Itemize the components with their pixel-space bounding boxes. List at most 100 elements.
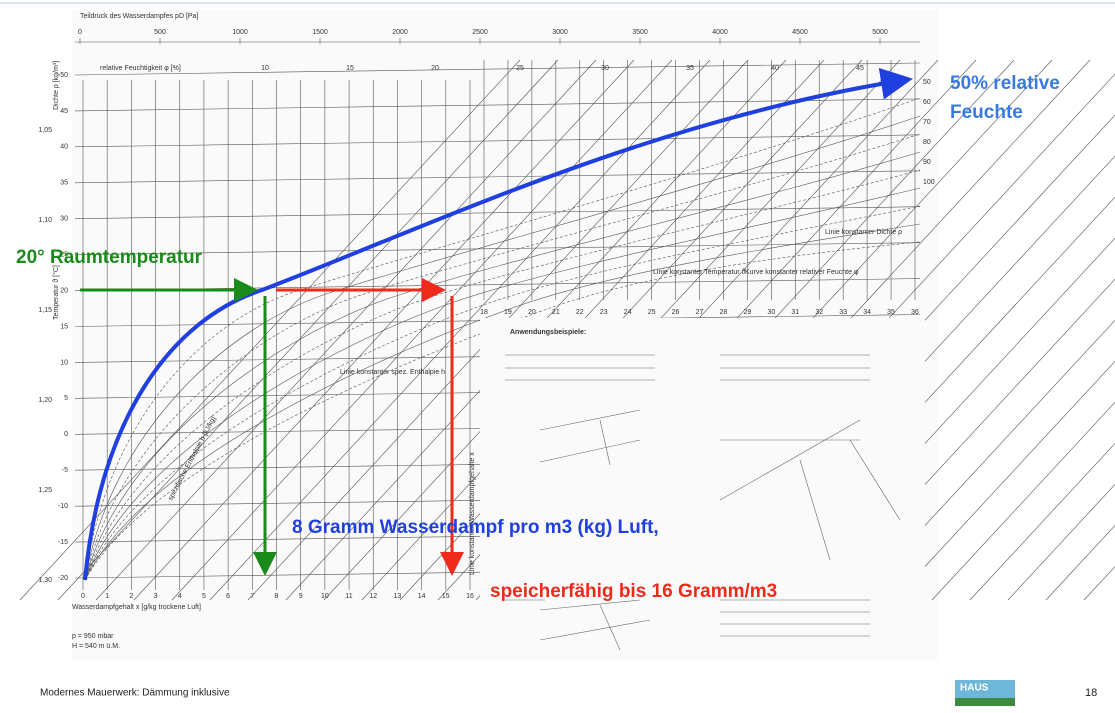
legend-text: Linie konstanter Dichte ρ: [825, 229, 902, 236]
x-tick-label: 5: [202, 593, 206, 600]
density-title: Dichte ρ [kg/m³]: [53, 61, 60, 110]
density-tick-label: 1,15: [38, 307, 52, 314]
top-tick-label: 3500: [632, 29, 648, 36]
rh-tick-label: 40: [771, 65, 779, 72]
rh-tick-label: 25: [516, 65, 524, 72]
top-tick-label: 4000: [712, 29, 728, 36]
condition: H = 540 m ü.M.: [72, 643, 120, 650]
y-tick-label: 25: [60, 251, 68, 258]
x2-tick-label: 29: [743, 309, 751, 316]
x-tick-label: 4: [178, 593, 182, 600]
blank-panel: [480, 318, 925, 658]
temperature-line: [74, 170, 921, 184]
top-tick-label: 500: [154, 29, 166, 36]
x2-tick-label: 26: [672, 309, 680, 316]
temperature-line: [74, 134, 921, 148]
rh-tick-label: 30: [601, 65, 609, 72]
logo-text: HAUS: [960, 683, 989, 694]
right-tick-label: 100: [923, 179, 935, 186]
top-tick-label: 3000: [552, 29, 568, 36]
y-tick-label: -10: [58, 503, 68, 510]
enthalpy-line: [969, 442, 1115, 601]
humidity-label: 50% relative: [950, 73, 1060, 94]
x-tick-label: 8: [275, 593, 279, 600]
temperature-line: [74, 62, 921, 76]
top-tick-label: 1500: [312, 29, 328, 36]
humidity-line: [84, 133, 921, 581]
rh-tick-label: 15: [346, 65, 354, 72]
x-tick-label: 16: [466, 593, 474, 600]
x2-tick-label: 27: [696, 309, 704, 316]
water-content: 8 Gramm Wasserdampf pro m3 (kg) Luft,: [292, 517, 659, 538]
enthalpy-line: [1083, 566, 1115, 601]
x2-tick-label: 22: [576, 309, 584, 316]
x-tick-label: 1: [105, 593, 109, 600]
enthalpy-line: [893, 360, 1115, 601]
right-tick-label: 60: [923, 99, 931, 106]
top-tick-label: 2000: [392, 29, 408, 36]
x2-tick-label: 21: [552, 309, 560, 316]
top-tick-label: 0: [78, 29, 82, 36]
enthalpy-line: [19, 59, 521, 601]
x2-tick-label: 23: [600, 309, 608, 316]
y-tick-label: -20: [58, 575, 68, 582]
capacity: speicherfähig bis 16 Gramm/m3: [490, 581, 777, 602]
x-tick-label: 11: [345, 593, 352, 600]
y-tick-label: 15: [60, 323, 68, 330]
y-tick-label: 20: [60, 287, 68, 294]
x2-tick-label: 31: [791, 309, 799, 316]
y-tick-label: 35: [60, 180, 68, 187]
rh-tick-label: 45: [856, 65, 864, 72]
x2-tick-label: 20: [528, 309, 536, 316]
y-tick-label: -15: [58, 539, 68, 546]
x2-tick-label: 30: [767, 309, 775, 316]
x2-tick-label: 34: [863, 309, 871, 316]
example-sketches: [505, 354, 901, 651]
rh-tick-label: 10: [261, 65, 269, 72]
density-tick-label: 1,30: [38, 577, 52, 584]
x2-tick-label: 24: [624, 309, 632, 316]
x2-tick-label: 36: [911, 309, 919, 316]
logo-strip: [955, 698, 1015, 706]
x-tick-label: 12: [369, 593, 377, 600]
x-tick-label: 2: [129, 593, 133, 600]
x2-tick-label: 19: [504, 309, 512, 316]
top-tick-label: 2500: [472, 29, 488, 36]
right-tick-label: 70: [923, 119, 931, 126]
enthalpy-line: [931, 401, 1115, 601]
top-tick-label: 1000: [232, 29, 248, 36]
x-axis-title: Wasserdampfgehalt x [g/kg trockene Luft]: [72, 604, 201, 611]
y-tick-label: 40: [60, 144, 68, 151]
rh-tick-label: 20: [431, 65, 439, 72]
y-tick-label: 10: [60, 359, 68, 366]
x2-tick-label: 18: [480, 309, 488, 316]
diagram-grid: [19, 38, 1115, 658]
enthalpy-line: [171, 59, 673, 601]
x2-tick-label: 35: [887, 309, 895, 316]
top-tick-label: 5000: [872, 29, 888, 36]
x-tick-label: 9: [299, 593, 303, 600]
x-tick-label: 6: [226, 593, 230, 600]
enthalpy-line: [1045, 525, 1115, 601]
x2-tick-label: 33: [839, 309, 847, 316]
rh-axis-title: relative Feuchtigkeit φ [%]: [100, 65, 181, 72]
density-tick-label: 1,20: [38, 397, 52, 404]
right-tick-label: 80: [923, 139, 931, 146]
temperature-line: [74, 98, 921, 112]
enthalpy-line: [855, 319, 1115, 601]
x2-tick-label: 32: [815, 309, 823, 316]
y-tick-label: 50: [60, 72, 68, 79]
x-tick-label: 7: [250, 593, 254, 600]
legend-text: Kurve konstanter relativer Feuchte φ: [745, 269, 859, 276]
y-tick-label: 30: [60, 216, 68, 223]
page-number: 18: [1085, 687, 1097, 699]
x-tick-label: 0: [81, 593, 85, 600]
enthalpy-line: [1007, 483, 1115, 601]
x-tick-label: 13: [394, 593, 402, 600]
density-tick-label: 1,05: [38, 127, 52, 134]
legend-text: Linie konstanter spez. Enthalpie h: [340, 369, 445, 376]
y-tick-label: -5: [62, 467, 68, 474]
humidity-label: Feuchte: [950, 102, 1023, 123]
